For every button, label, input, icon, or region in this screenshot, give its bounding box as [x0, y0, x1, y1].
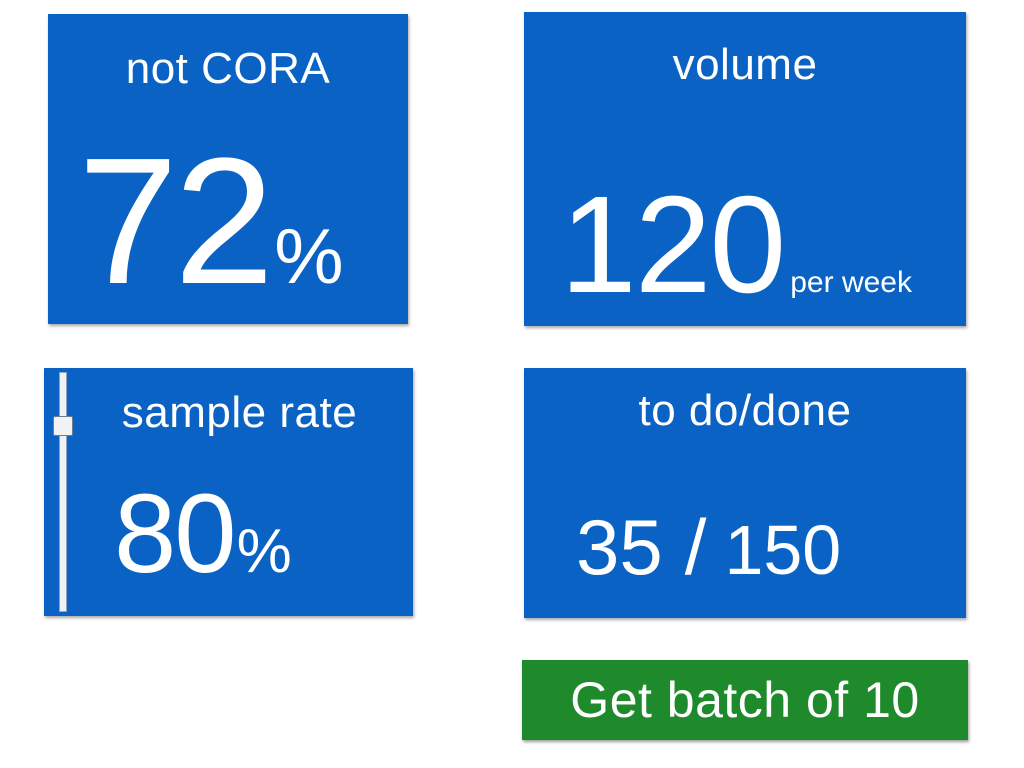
todo-done-metric: 35/150	[576, 508, 841, 586]
done-count: 150	[724, 511, 842, 589]
slider-handle-icon[interactable]	[53, 416, 73, 436]
volume-value: 120	[560, 168, 786, 322]
volume-unit: per week	[790, 266, 912, 299]
not-cora-title: not CORA	[125, 44, 331, 93]
todo-done-title: to do/done	[638, 386, 852, 435]
sample-rate-metric: 80%	[114, 478, 292, 590]
volume-tile: volume 120 per week	[524, 12, 966, 326]
todo-count: 35	[576, 503, 663, 591]
todo-done-separator: /	[684, 503, 707, 591]
sample-rate-tile: sample rate 80%	[44, 368, 413, 616]
not-cora-tile: not CORA 72%	[48, 14, 408, 324]
sample-rate-value: 80	[114, 471, 237, 596]
sample-rate-slider[interactable]	[59, 372, 67, 612]
not-cora-unit: %	[274, 212, 344, 300]
not-cora-metric: 72%	[78, 132, 344, 312]
todo-done-tile: to do/done 35/150	[524, 368, 966, 618]
get-batch-button[interactable]: Get batch of 10	[522, 660, 968, 740]
not-cora-value: 72	[78, 121, 274, 322]
volume-metric: 120 per week	[560, 176, 912, 314]
sample-rate-title: sample rate	[121, 388, 358, 437]
sample-rate-unit: %	[236, 517, 292, 586]
volume-title: volume	[672, 40, 818, 89]
